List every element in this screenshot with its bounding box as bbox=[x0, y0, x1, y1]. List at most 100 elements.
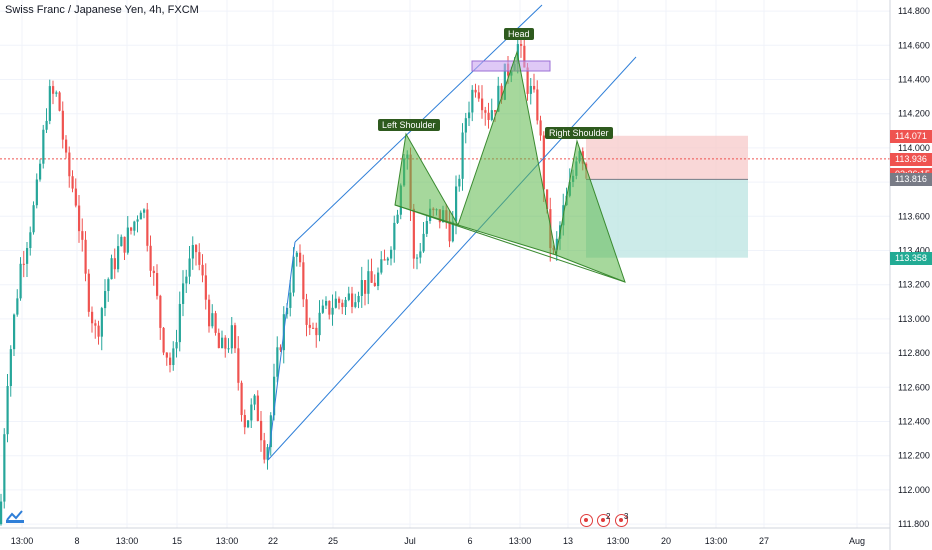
candle-body bbox=[360, 280, 363, 296]
x-tick-label: 13 bbox=[563, 536, 573, 546]
channel-lower-line bbox=[267, 56, 637, 461]
candle-body bbox=[175, 342, 178, 349]
candle-body bbox=[162, 327, 165, 353]
y-tick-label: 112.000 bbox=[898, 485, 930, 495]
candle-body bbox=[16, 298, 19, 315]
candle-body bbox=[536, 89, 539, 121]
candle-body bbox=[458, 178, 461, 187]
candle-body bbox=[419, 251, 422, 258]
candle-body bbox=[22, 263, 25, 265]
candle-body bbox=[113, 258, 116, 270]
candle-body bbox=[221, 337, 224, 349]
x-tick-label: Aug bbox=[849, 536, 865, 546]
candle-body bbox=[178, 303, 181, 343]
candle-body bbox=[247, 420, 250, 428]
candle-body bbox=[214, 313, 217, 333]
candle-body bbox=[94, 323, 97, 326]
candle-body bbox=[526, 67, 529, 94]
candle-body bbox=[100, 308, 103, 337]
right-shoulder-shape bbox=[555, 139, 626, 283]
y-tick-label: 111.800 bbox=[898, 519, 929, 529]
candle-body bbox=[347, 293, 350, 300]
x-tick-label: 13:00 bbox=[11, 536, 34, 546]
candle-body bbox=[390, 249, 393, 259]
candle-body bbox=[487, 112, 490, 120]
candle-body bbox=[364, 280, 367, 294]
head-label: Head bbox=[504, 28, 534, 41]
x-tick-label: 13:00 bbox=[116, 536, 139, 546]
event-marker-icon[interactable] bbox=[615, 514, 628, 527]
candle-body bbox=[65, 139, 68, 153]
event-marker-icon[interactable] bbox=[580, 514, 593, 527]
y-tick-label: 113.600 bbox=[898, 211, 930, 221]
candle-body bbox=[68, 152, 71, 177]
candle-body bbox=[315, 327, 318, 336]
candle-body bbox=[120, 236, 123, 247]
candle-body bbox=[523, 45, 526, 68]
candle-body bbox=[61, 110, 64, 140]
candle-body bbox=[331, 307, 334, 315]
candle-body bbox=[286, 307, 289, 315]
candle-body bbox=[91, 311, 94, 324]
candle-body bbox=[169, 357, 172, 366]
candle-body bbox=[250, 404, 253, 421]
event-count: 3 bbox=[624, 512, 629, 521]
y-tick-label: 114.000 bbox=[898, 143, 930, 153]
candle-body bbox=[117, 246, 120, 270]
candle-body bbox=[477, 92, 480, 99]
candle-body bbox=[555, 238, 558, 250]
channel-edge-line bbox=[267, 241, 296, 461]
tradingview-logo-icon[interactable] bbox=[5, 508, 25, 524]
target-price-tag: 113.358 bbox=[890, 251, 932, 265]
candle-body bbox=[276, 347, 279, 377]
candle-body bbox=[39, 163, 42, 180]
x-tick-label: Jul bbox=[404, 536, 416, 546]
y-tick-label: 114.800 bbox=[898, 6, 930, 16]
right-shoulder-label: Right Shoulder bbox=[545, 127, 613, 140]
candle-body bbox=[97, 325, 100, 337]
y-tick-label: 113.200 bbox=[898, 280, 930, 290]
candle-body bbox=[344, 299, 347, 308]
candle-body bbox=[195, 245, 198, 253]
candle-body bbox=[468, 112, 471, 119]
stop-price-tag: 114.071 bbox=[890, 129, 932, 143]
event-marker-icon[interactable] bbox=[597, 514, 610, 527]
candle-body bbox=[474, 89, 477, 93]
candle-body bbox=[357, 295, 360, 303]
candle-body bbox=[253, 395, 256, 405]
candle-body bbox=[32, 205, 35, 233]
candle-body bbox=[42, 129, 45, 164]
candle-body bbox=[52, 86, 55, 94]
candle-body bbox=[74, 188, 77, 206]
candle-body bbox=[448, 221, 451, 242]
candle-body bbox=[455, 186, 458, 222]
current-price-tag: 113.936 bbox=[890, 152, 932, 166]
candle-body bbox=[87, 273, 90, 312]
position-zones[interactable] bbox=[0, 135, 890, 258]
candle-body bbox=[377, 272, 380, 286]
candle-body bbox=[334, 298, 337, 308]
candle-body bbox=[386, 258, 389, 261]
candle-body bbox=[341, 302, 344, 308]
candle-body bbox=[234, 325, 237, 349]
x-tick-label: 8 bbox=[74, 536, 79, 546]
candle-body bbox=[312, 327, 315, 329]
take-profit-zone bbox=[586, 179, 748, 258]
left-shoulder-shape bbox=[394, 132, 460, 226]
x-tick-label: 25 bbox=[328, 536, 338, 546]
candle-body bbox=[546, 189, 549, 210]
candle-body bbox=[380, 259, 383, 273]
candle-body bbox=[269, 415, 272, 448]
candle-body bbox=[471, 89, 474, 113]
candle-body bbox=[110, 258, 113, 280]
candle-body bbox=[149, 245, 152, 271]
candle-body bbox=[182, 283, 185, 304]
entry-price-tag: 113.816 bbox=[890, 173, 932, 187]
y-tick-label: 112.800 bbox=[898, 348, 930, 358]
candle-body bbox=[237, 348, 240, 383]
candle-body bbox=[198, 252, 201, 265]
candle-body bbox=[484, 110, 487, 113]
y-tick-label: 113.000 bbox=[898, 314, 930, 324]
candle-body bbox=[396, 214, 399, 223]
